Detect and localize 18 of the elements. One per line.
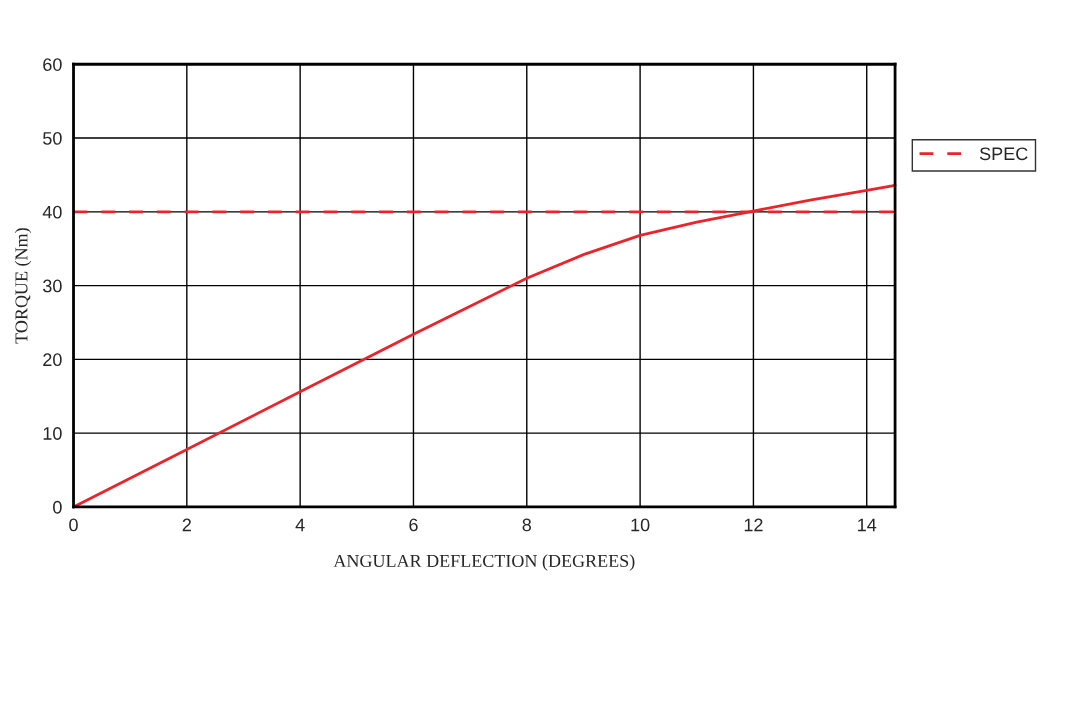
x-tick-label: 8 — [522, 518, 532, 532]
x-tick-label: 0 — [69, 518, 78, 532]
y-tick-label: 40 — [42, 205, 62, 219]
x-tick-label: 12 — [744, 518, 763, 532]
x-tick-label: 6 — [409, 518, 418, 532]
y-tick-label: 60 — [43, 58, 62, 71]
y-axis-title: TORQUE (Nm) — [14, 228, 32, 344]
x-tick-label: 2 — [182, 518, 191, 532]
x-tick-label: 10 — [631, 518, 650, 532]
y-tick-label: 0 — [53, 500, 62, 514]
x-axis-title: ANGULAR DEFLECTION (DEGREES) — [333, 554, 635, 571]
x-tick-label: 4 — [295, 518, 305, 532]
y-tick-label: 50 — [43, 131, 62, 145]
y-tick-label: 30 — [43, 279, 62, 293]
legend-label: SPEC — [979, 147, 1028, 161]
y-tick-label: 10 — [43, 427, 62, 440]
y-tick-label: 20 — [43, 353, 62, 367]
x-tick-label: 14 — [858, 518, 877, 532]
